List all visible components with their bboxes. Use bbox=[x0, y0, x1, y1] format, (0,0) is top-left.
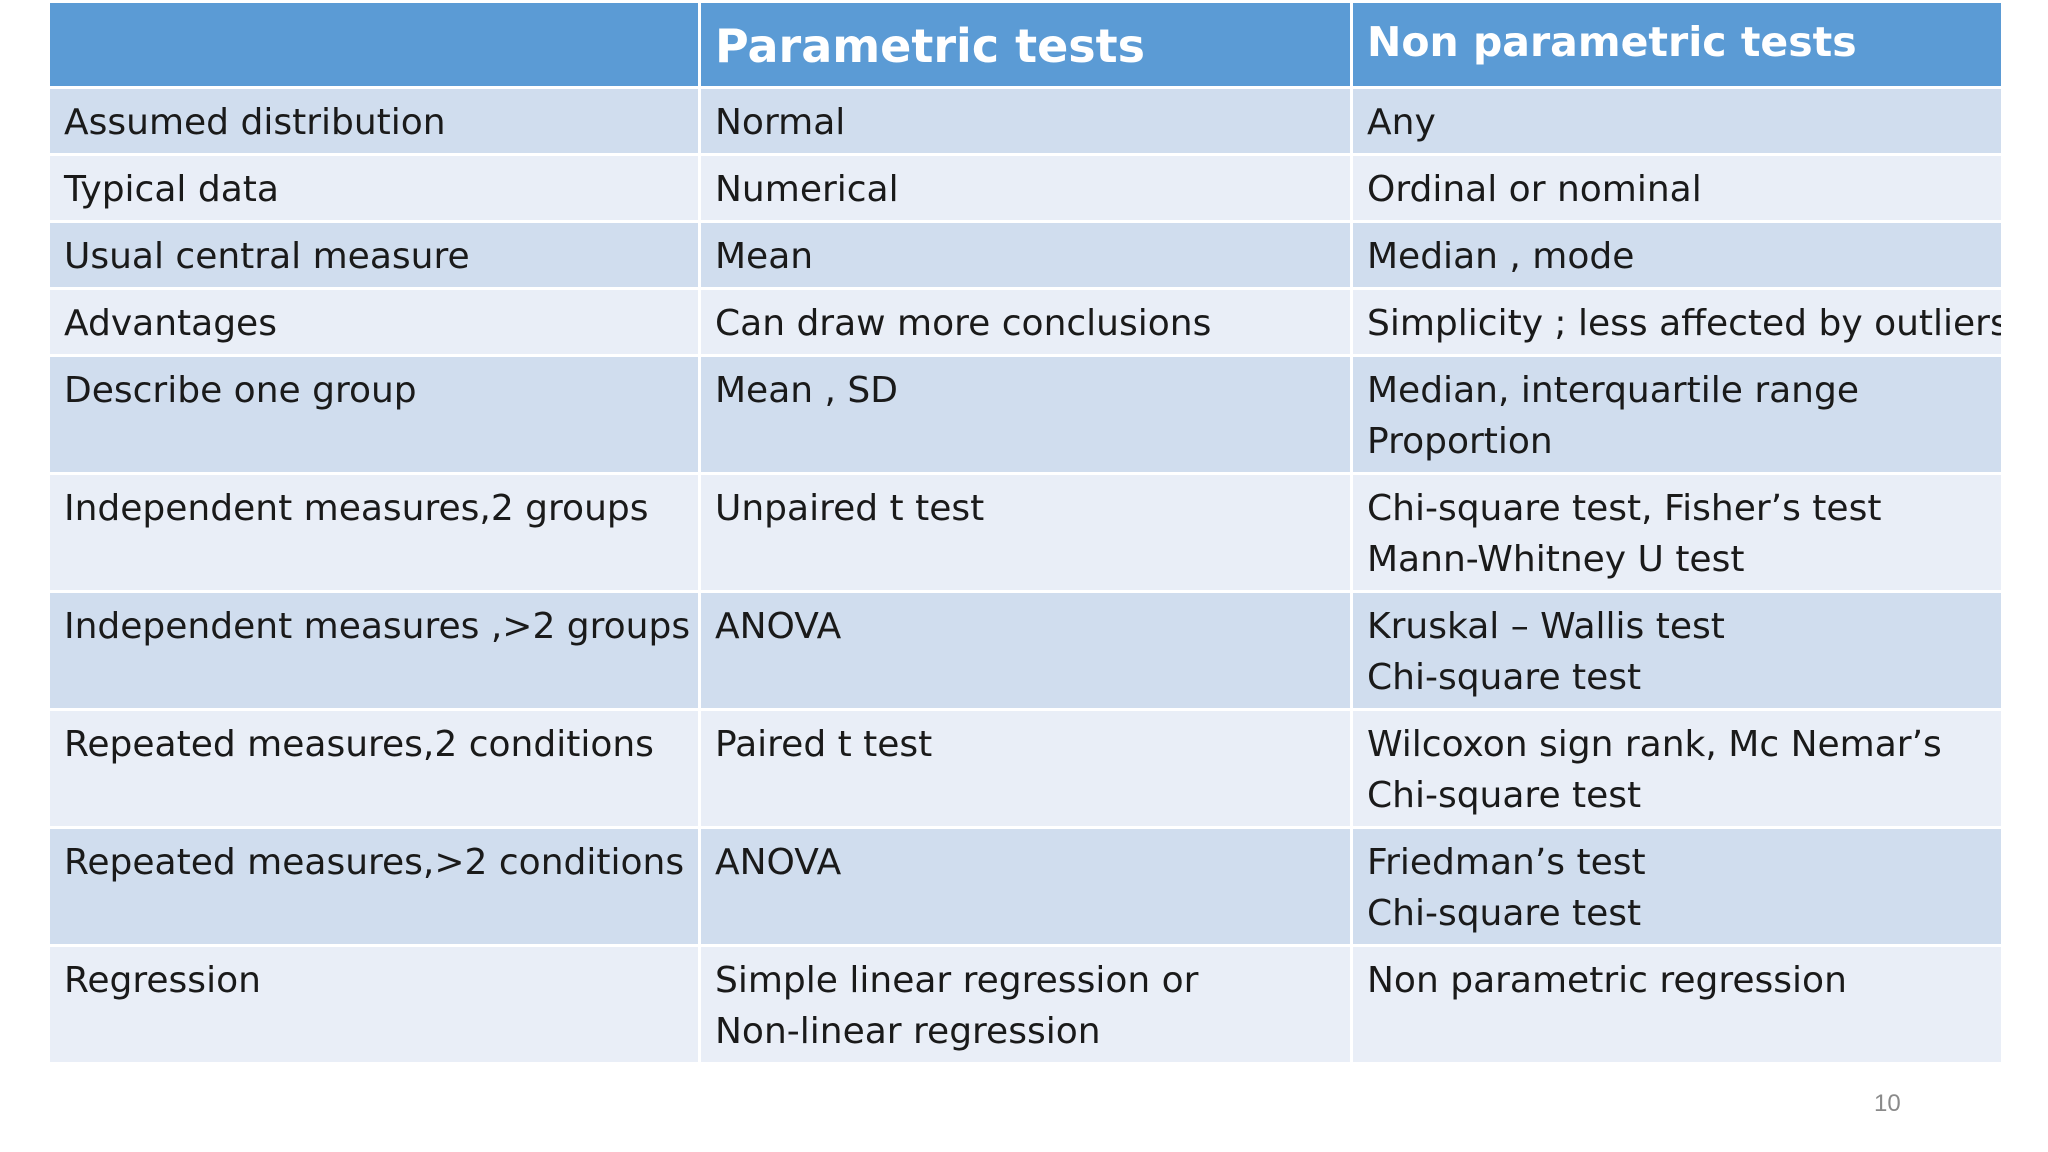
table-row: Usual central measure Mean Median , mode bbox=[47, 220, 2004, 290]
nonparametric-cell: Wilcoxon sign rank, Mc Nemar’s Chi-square… bbox=[1350, 708, 2004, 829]
row-label-cell: Typical data bbox=[47, 153, 701, 223]
parametric-cell-line: Simple linear regression or bbox=[715, 960, 1199, 1001]
parametric-cell: ANOVA bbox=[698, 590, 1353, 711]
nonparametric-cell-line: Any bbox=[1367, 102, 1436, 143]
page-number: 10 bbox=[1874, 1090, 1901, 1117]
parametric-cell: Mean , SD bbox=[698, 354, 1353, 475]
table-body: Assumed distribution Normal Any Typical dat… bbox=[47, 86, 2004, 1065]
table-row: Independent measures ,>2 groups ANOVA Krus… bbox=[47, 590, 2004, 711]
parametric-cell: Numerical bbox=[698, 153, 1353, 223]
header-cell-parametric: Parametric tests bbox=[698, 0, 1353, 89]
nonparametric-cell: Ordinal or nominal bbox=[1350, 153, 2004, 223]
row-label: Repeated measures,2 conditions bbox=[64, 724, 654, 765]
table-row: Repeated measures,2 conditions Paired t t… bbox=[47, 708, 2004, 829]
parametric-cell-line: Paired t test bbox=[715, 724, 933, 765]
nonparametric-cell-line: Kruskal – Wallis test bbox=[1367, 606, 1725, 647]
table-row: Advantages Can draw more conclusions Simpl… bbox=[47, 287, 2004, 357]
row-label-cell: Regression bbox=[47, 944, 701, 1065]
nonparametric-cell-line: Proportion bbox=[1367, 421, 1553, 462]
row-label-cell: Usual central measure bbox=[47, 220, 701, 290]
table-header-row: Parametric tests Non parametric tests bbox=[47, 0, 2004, 89]
nonparametric-cell: Any bbox=[1350, 86, 2004, 156]
row-label-cell: Repeated measures,>2 conditions bbox=[47, 826, 701, 947]
row-label: Regression bbox=[64, 960, 261, 1001]
nonparametric-cell-line: Ordinal or nominal bbox=[1367, 169, 1702, 210]
nonparametric-cell-line: Chi-square test bbox=[1367, 775, 1642, 816]
row-label-cell: Repeated measures,2 conditions bbox=[47, 708, 701, 829]
comparison-table: Parametric tests Non parametric tests As… bbox=[47, 0, 2004, 1065]
nonparametric-cell-line: Chi-square test bbox=[1367, 893, 1642, 934]
nonparametric-cell: Friedman’s test Chi-square test bbox=[1350, 826, 2004, 947]
parametric-cell-line: ANOVA bbox=[715, 842, 842, 883]
parametric-cell: Paired t test bbox=[698, 708, 1353, 829]
row-label: Independent measures ,>2 groups bbox=[64, 606, 691, 647]
parametric-cell-line: Can draw more conclusions bbox=[715, 303, 1212, 344]
row-label: Repeated measures,>2 conditions bbox=[64, 842, 685, 883]
nonparametric-cell: Non parametric regression bbox=[1350, 944, 2004, 1065]
parametric-cell: Unpaired t test bbox=[698, 472, 1353, 593]
parametric-cell-line: Mean , SD bbox=[715, 370, 898, 411]
parametric-cell: Simple linear regression or Non-linear re… bbox=[698, 944, 1353, 1065]
row-label: Typical data bbox=[64, 169, 279, 210]
parametric-cell-line: Numerical bbox=[715, 169, 899, 210]
nonparametric-cell: Median , mode bbox=[1350, 220, 2004, 290]
table-row: Describe one group Mean , SD Median, inter… bbox=[47, 354, 2004, 475]
row-label: Assumed distribution bbox=[64, 102, 446, 143]
table-row: Independent measures,2 groups Unpaired t … bbox=[47, 472, 2004, 593]
row-label: Usual central measure bbox=[64, 236, 470, 277]
row-label: Independent measures,2 groups bbox=[64, 488, 649, 529]
parametric-cell: Normal bbox=[698, 86, 1353, 156]
parametric-cell: ANOVA bbox=[698, 826, 1353, 947]
nonparametric-cell-line: Friedman’s test bbox=[1367, 842, 1646, 883]
nonparametric-cell-line: Wilcoxon sign rank, Mc Nemar’s bbox=[1367, 724, 1942, 765]
nonparametric-cell: Median, interquartile range Proportion bbox=[1350, 354, 2004, 475]
parametric-cell-line: Unpaired t test bbox=[715, 488, 985, 529]
row-label-cell: Independent measures ,>2 groups bbox=[47, 590, 701, 711]
row-label: Describe one group bbox=[64, 370, 417, 411]
table-row: Repeated measures,>2 conditions ANOVA Frie… bbox=[47, 826, 2004, 947]
nonparametric-cell-line: Median , mode bbox=[1367, 236, 1635, 277]
nonparametric-cell-line: Mann-Whitney U test bbox=[1367, 539, 1745, 580]
row-label: Advantages bbox=[64, 303, 277, 344]
parametric-cell-line: Non-linear regression bbox=[715, 1011, 1101, 1052]
parametric-cell-line: Mean bbox=[715, 236, 814, 277]
parametric-cell: Can draw more conclusions bbox=[698, 287, 1353, 357]
row-label-cell: Assumed distribution bbox=[47, 86, 701, 156]
parametric-cell-line: ANOVA bbox=[715, 606, 842, 647]
header-cell-nonparametric: Non parametric tests bbox=[1350, 0, 2004, 89]
nonparametric-cell: Chi-square test, Fisher’s test Mann-Whitn… bbox=[1350, 472, 2004, 593]
nonparametric-cell: Kruskal – Wallis test Chi-square test bbox=[1350, 590, 2004, 711]
header-cell-blank bbox=[47, 0, 701, 89]
table-row: Typical data Numerical Ordinal or nominal bbox=[47, 153, 2004, 223]
row-label-cell: Advantages bbox=[47, 287, 701, 357]
nonparametric-cell-line: Chi-square test, Fisher’s test bbox=[1367, 488, 1882, 529]
nonparametric-cell-line: Non parametric regression bbox=[1367, 960, 1847, 1001]
parametric-cell-line: Normal bbox=[715, 102, 846, 143]
nonparametric-cell: Simplicity ; less affected by outliers bbox=[1350, 287, 2004, 357]
nonparametric-cell-line: Median, interquartile range bbox=[1367, 370, 1859, 411]
parametric-cell: Mean bbox=[698, 220, 1353, 290]
table-row: Assumed distribution Normal Any bbox=[47, 86, 2004, 156]
table-row: Regression Simple linear regression or Non… bbox=[47, 944, 2004, 1065]
row-label-cell: Describe one group bbox=[47, 354, 701, 475]
row-label-cell: Independent measures,2 groups bbox=[47, 472, 701, 593]
nonparametric-cell-line: Simplicity ; less affected by outliers bbox=[1367, 303, 2003, 344]
nonparametric-cell-line: Chi-square test bbox=[1367, 657, 1642, 698]
